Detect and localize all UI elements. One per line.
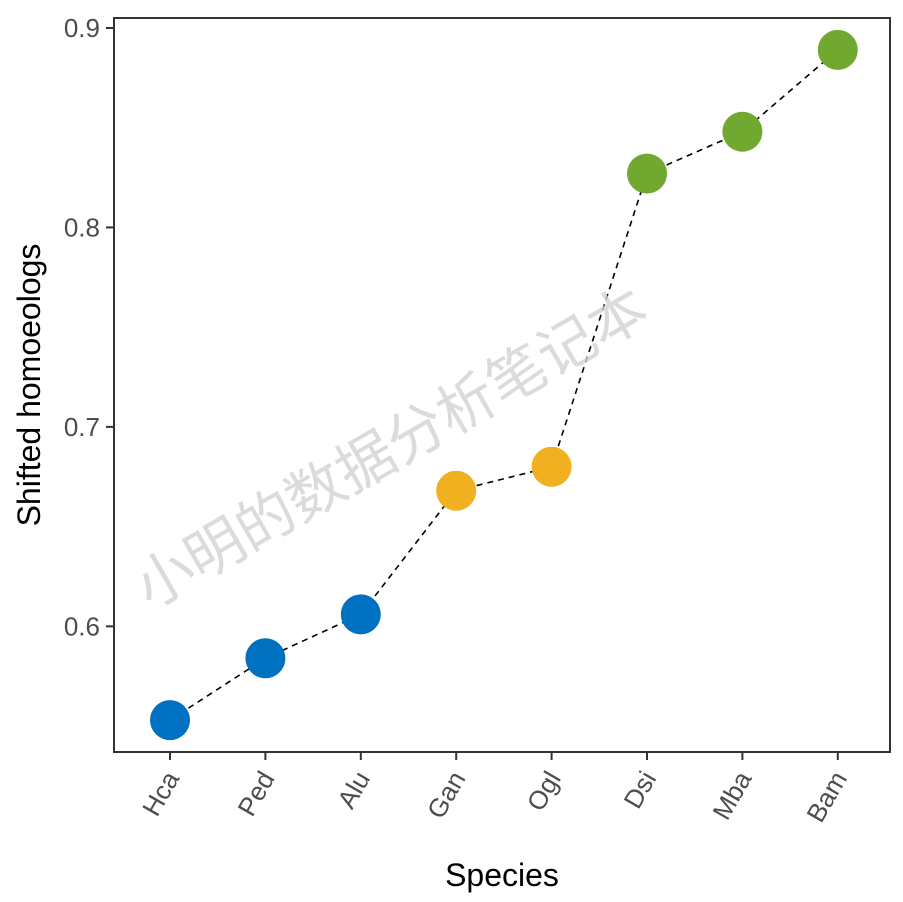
y-axis: 0.6 0.7 0.8 0.9: [64, 13, 114, 641]
y-tick-label: 0.6: [64, 611, 100, 641]
points-layer: [150, 29, 858, 741]
y-axis-title: Shifted homoeologs: [11, 244, 47, 527]
x-axis-title: Species: [445, 857, 559, 893]
x-tick-label-bam: Bam: [800, 766, 853, 827]
data-point-mba: [722, 111, 763, 152]
y-tick-label: 0.9: [64, 13, 100, 43]
data-point-alu: [340, 594, 381, 635]
data-point-ogl: [531, 446, 572, 487]
data-point-ped: [245, 638, 286, 679]
x-tick-label-dsi: Dsi: [617, 766, 662, 814]
data-point-hca: [150, 700, 190, 741]
x-tick-label-mba: Mba: [706, 766, 758, 825]
data-point-dsi: [627, 153, 667, 194]
x-tick-label-ped: Ped: [231, 766, 280, 821]
x-tick-label-hca: Hca: [136, 766, 185, 822]
y-tick-label: 0.8: [64, 212, 100, 242]
data-point-gan: [436, 470, 477, 511]
x-tick-label-alu: Alu: [331, 766, 376, 814]
data-point-bam: [817, 29, 858, 70]
x-axis: Hca Ped Alu Gan Ogl Dsi Mba Bam: [136, 752, 853, 827]
y-tick-label: 0.7: [64, 412, 100, 442]
x-tick-label-ogl: Ogl: [521, 766, 567, 816]
watermark-text: 小明的数据分析笔记本: [123, 273, 659, 622]
x-tick-label-gan: Gan: [421, 766, 472, 824]
plot-panel-border: [113, 17, 891, 753]
